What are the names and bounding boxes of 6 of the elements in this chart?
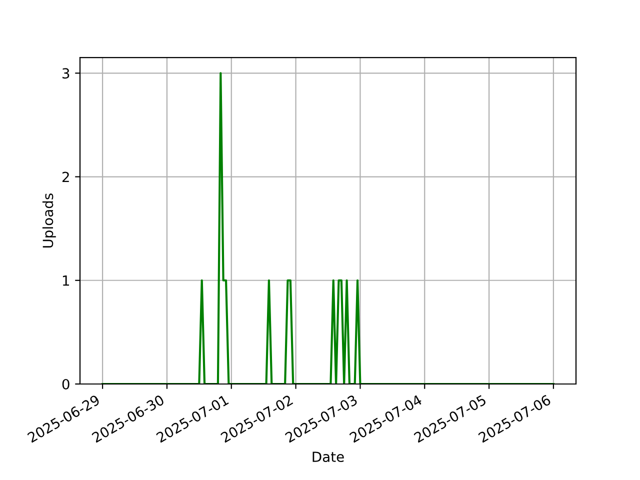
y-tick-label: 2 [62, 172, 69, 182]
y-tick-label: 1 [62, 276, 69, 286]
y-tick-label: 0 [62, 378, 70, 390]
y-tick-label: 3 [62, 68, 70, 79]
x-axis-title: Date [312, 452, 344, 462]
y-axis-title: Uploads [42, 194, 56, 248]
